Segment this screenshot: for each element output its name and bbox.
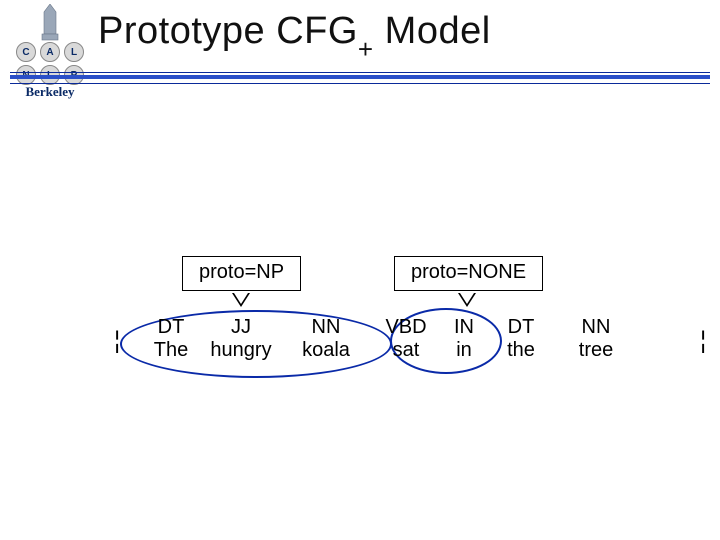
token-col: IN in — [444, 316, 484, 362]
token: koala — [286, 338, 366, 362]
logo-letter: L — [64, 42, 84, 62]
token-col: VBD sat — [374, 316, 438, 362]
title-tail: Model — [374, 10, 491, 52]
title-main: Prototype CFG — [98, 10, 358, 52]
token: sat — [374, 338, 438, 362]
pos-tag: JJ — [196, 316, 286, 338]
pointer-left — [232, 293, 250, 307]
bracket-left: ¦ — [114, 332, 120, 350]
title-rule-inner — [10, 75, 710, 79]
proto-box-none: proto=NONE — [394, 256, 543, 291]
token-row: DT The JJ hungry NN koala VBD sat IN in … — [128, 316, 700, 376]
token: in — [444, 338, 484, 362]
token-col: DT The — [146, 316, 196, 362]
bracket-right: ¦ — [700, 332, 706, 350]
pos-tag: VBD — [374, 316, 438, 338]
pos-tag: IN — [444, 316, 484, 338]
pos-tag: DT — [496, 316, 546, 338]
slide: { "logo": { "letters_row1": ["C","A","L"… — [0, 0, 720, 540]
logo-wordmark: Berkeley — [8, 84, 92, 100]
token-col: NN koala — [286, 316, 366, 362]
logo-letter: C — [16, 42, 36, 62]
token: hungry — [196, 338, 286, 362]
campanile-icon — [40, 4, 60, 42]
token-col: NN tree — [566, 316, 626, 362]
title-subscript: + — [358, 34, 374, 64]
token: The — [146, 338, 196, 362]
slide-title: Prototype CFG+ Model — [98, 10, 491, 59]
token: tree — [566, 338, 626, 362]
logo-letter: A — [40, 42, 60, 62]
pos-tag: DT — [146, 316, 196, 338]
proto-box-np: proto=NP — [182, 256, 301, 291]
pointer-right — [458, 293, 476, 307]
pos-tag: NN — [286, 316, 366, 338]
token-col: JJ hungry — [196, 316, 286, 362]
pos-tag: NN — [566, 316, 626, 338]
token: the — [496, 338, 546, 362]
token-col: DT the — [496, 316, 546, 362]
